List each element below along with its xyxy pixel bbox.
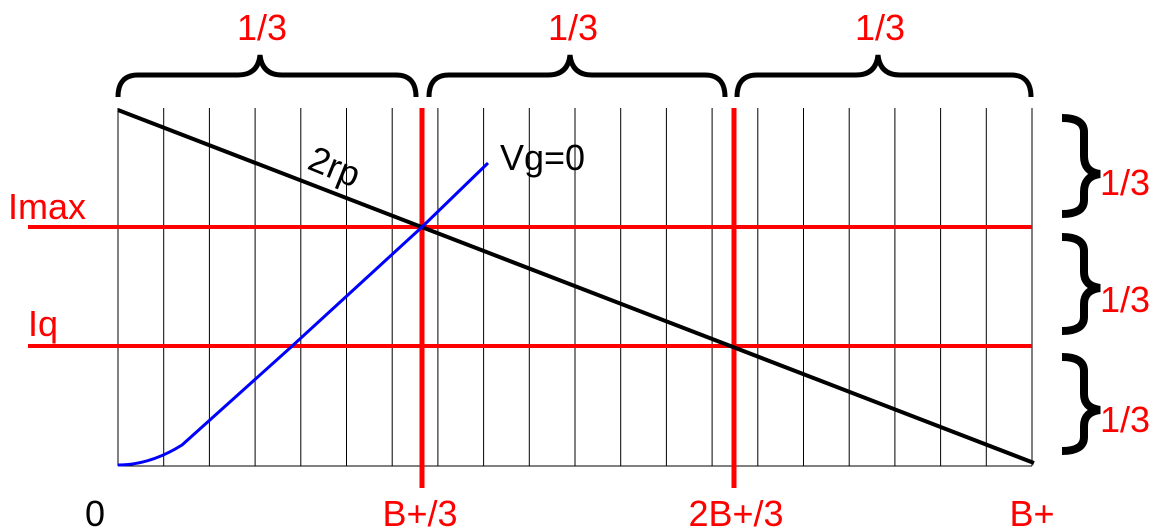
top-brace-3: [734, 54, 1034, 98]
right-brace-3: [1061, 353, 1101, 455]
two-b-third-label: 2B+/3: [688, 493, 783, 530]
top-fraction-label-2: 1/3: [548, 7, 598, 48]
top-brace-2: [426, 54, 728, 98]
origin-label: 0: [85, 493, 105, 530]
b-plus-label: B+: [1009, 493, 1054, 530]
right-brace-2: [1061, 233, 1101, 335]
right-fraction-label-1: 1/3: [1100, 162, 1150, 203]
right-fraction-label-3: 1/3: [1100, 399, 1150, 440]
iq-label: Iq: [28, 303, 58, 344]
top-brace-1: [115, 54, 419, 98]
right-brace-1: [1061, 114, 1101, 218]
top-fraction-label-1: 1/3: [237, 7, 287, 48]
load-line: [117, 108, 1035, 465]
b-third-label: B+/3: [382, 493, 457, 530]
imax-label: Imax: [8, 186, 86, 227]
right-fraction-label-2: 1/3: [1100, 279, 1150, 320]
curve-label: Vg=0: [500, 137, 585, 178]
top-fraction-label-3: 1/3: [855, 7, 905, 48]
grid: [117, 108, 1033, 467]
vg0-curve: [117, 161, 490, 467]
